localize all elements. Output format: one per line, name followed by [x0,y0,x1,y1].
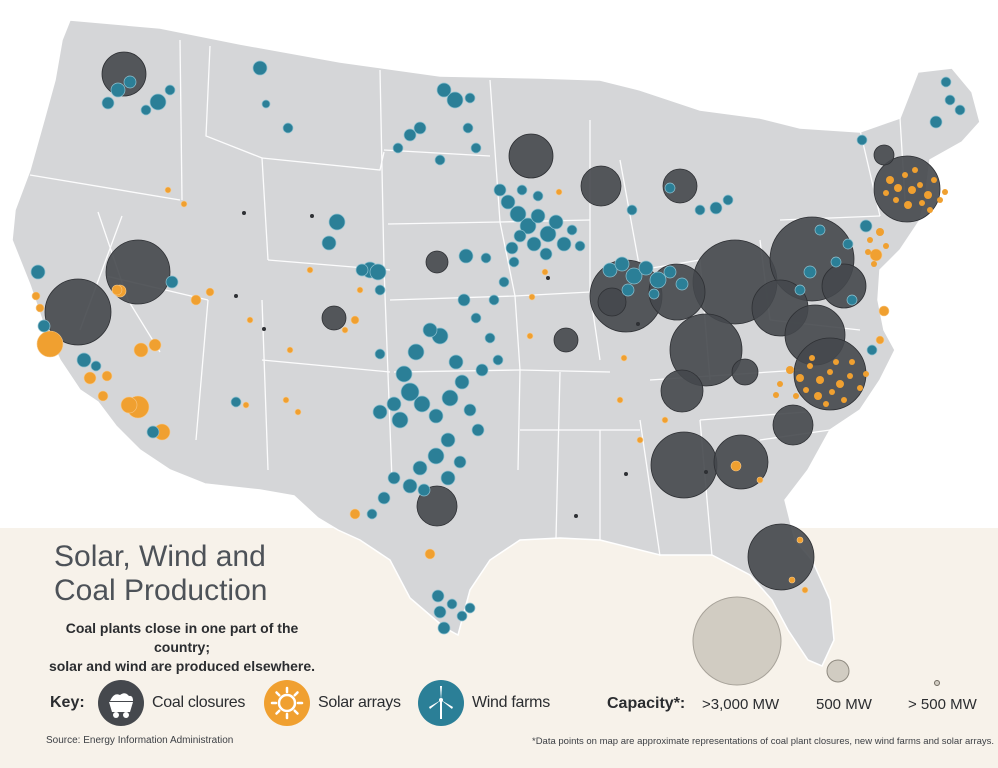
capacity-bubble-small [934,680,940,686]
solar-cluster-northeast [865,167,948,267]
wind-farms-layer [30,60,966,635]
subtitle: Coal plants close in one part of the cou… [37,619,327,676]
title-line-2: Coal Production [54,574,268,607]
coal-closures-layer [44,51,941,591]
key-wind-label: Wind farms [472,694,550,711]
capacity-large-label: >3,000 MW [702,696,780,713]
capacity-medium-label: 500 MW [816,696,872,713]
coal-cart-icon [98,680,144,726]
solar-cluster-carolina [773,355,869,407]
title-line-1: Solar, Wind and [54,540,266,573]
key-solar-label: Solar arrays [318,694,401,711]
page-title: Solar, Wind and Coal Production [54,540,267,608]
capacity-bubble-medium [826,659,850,683]
us-landmass [11,19,981,667]
sun-icon [264,680,310,726]
key-coal-label: Coal closures [152,694,246,711]
capacity-label: Capacity*: [607,695,686,712]
capacity-bubble-large [692,596,782,686]
footnote: *Data points on map are approximate repr… [532,736,995,747]
solar-arrays-layer [31,186,890,594]
wind-turbine-icon [418,680,464,726]
subtitle-line-1: Coal plants close in one part of the cou… [65,620,299,655]
legend-background [0,528,998,768]
capacity-small-label: > 500 MW [908,696,977,713]
minor-plant-markers [234,211,708,518]
key-label: Key: [50,694,85,711]
subtitle-line-2: solar and wind are produced elsewhere. [48,658,316,674]
source-note: Source: Energy Information Administratio… [46,735,234,746]
